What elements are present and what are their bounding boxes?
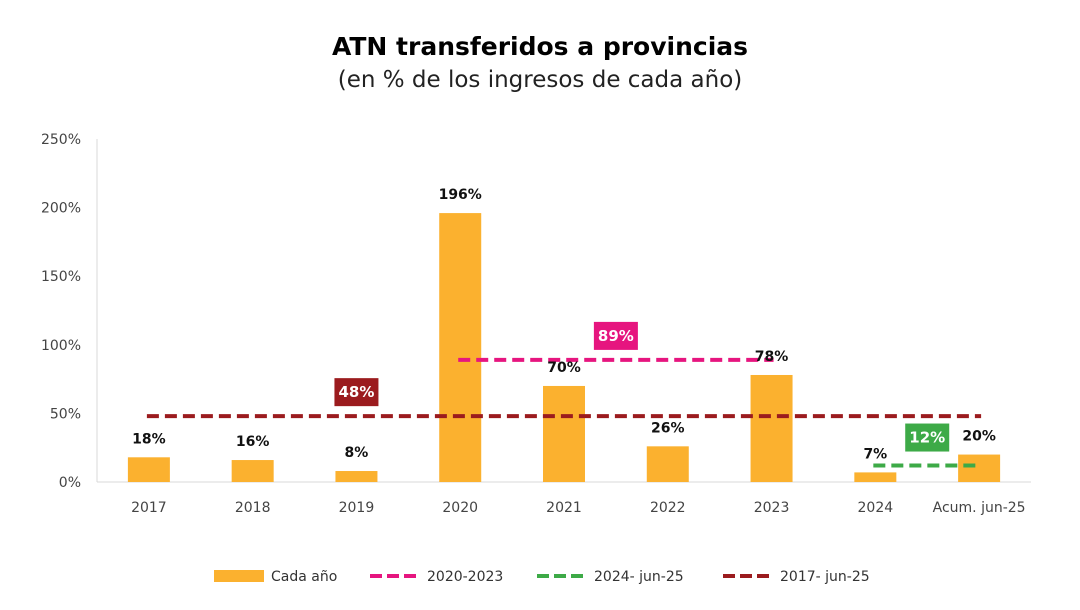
x-tick-label: 2018 [235, 500, 271, 516]
legend-label: Cada año [271, 569, 337, 585]
legend-swatch [214, 570, 264, 582]
x-tick-label: 2017 [131, 500, 167, 516]
bar [854, 472, 897, 482]
average-label-box [334, 378, 379, 407]
bar-data-label: 7% [863, 446, 887, 462]
x-tick-label: 2024 [858, 500, 894, 516]
x-tick-label: Acum. jun-25 [933, 500, 1026, 516]
bar-data-label: 26% [651, 420, 685, 436]
average-label-box [593, 321, 638, 350]
average-label-box [905, 423, 950, 452]
y-tick-label: 100% [41, 338, 81, 354]
bar-data-label: 196% [439, 187, 482, 203]
bar-data-label: 20% [962, 429, 996, 445]
legend-label: 2017- jun-25 [780, 569, 870, 585]
bar [335, 471, 378, 482]
x-tick-label: 2019 [339, 500, 375, 516]
y-tick-label: 150% [41, 269, 81, 285]
x-tick-label: 2021 [546, 500, 582, 516]
bar [646, 446, 689, 482]
bar [231, 460, 274, 482]
y-tick-label: 50% [50, 406, 81, 422]
chart-title: ATN transferidos a provincias [332, 32, 748, 61]
x-tick-label: 2020 [442, 500, 478, 516]
y-tick-label: 0% [59, 475, 81, 491]
average-label: 12% [909, 429, 945, 447]
y-tick-label: 250% [41, 132, 81, 148]
chart-subtitle: (en % de los ingresos de cada año) [338, 67, 743, 93]
y-tick-label: 200% [41, 201, 81, 217]
bar [127, 457, 170, 482]
bar [958, 454, 1001, 482]
average-label: 89% [598, 327, 634, 345]
bar-data-label: 78% [755, 349, 789, 365]
bar-data-label: 16% [236, 434, 270, 450]
bar-data-label: 18% [132, 431, 166, 447]
bar [750, 374, 793, 482]
bar [543, 385, 585, 482]
x-tick-label: 2022 [650, 500, 686, 516]
average-label: 48% [338, 383, 374, 401]
bar-data-label: 8% [345, 445, 369, 461]
bar [439, 213, 482, 482]
bar-data-label: 70% [547, 360, 581, 376]
x-tick-label: 2023 [754, 500, 790, 516]
legend-label: 2024- jun-25 [594, 569, 684, 585]
legend-label: 2020-2023 [427, 569, 503, 585]
